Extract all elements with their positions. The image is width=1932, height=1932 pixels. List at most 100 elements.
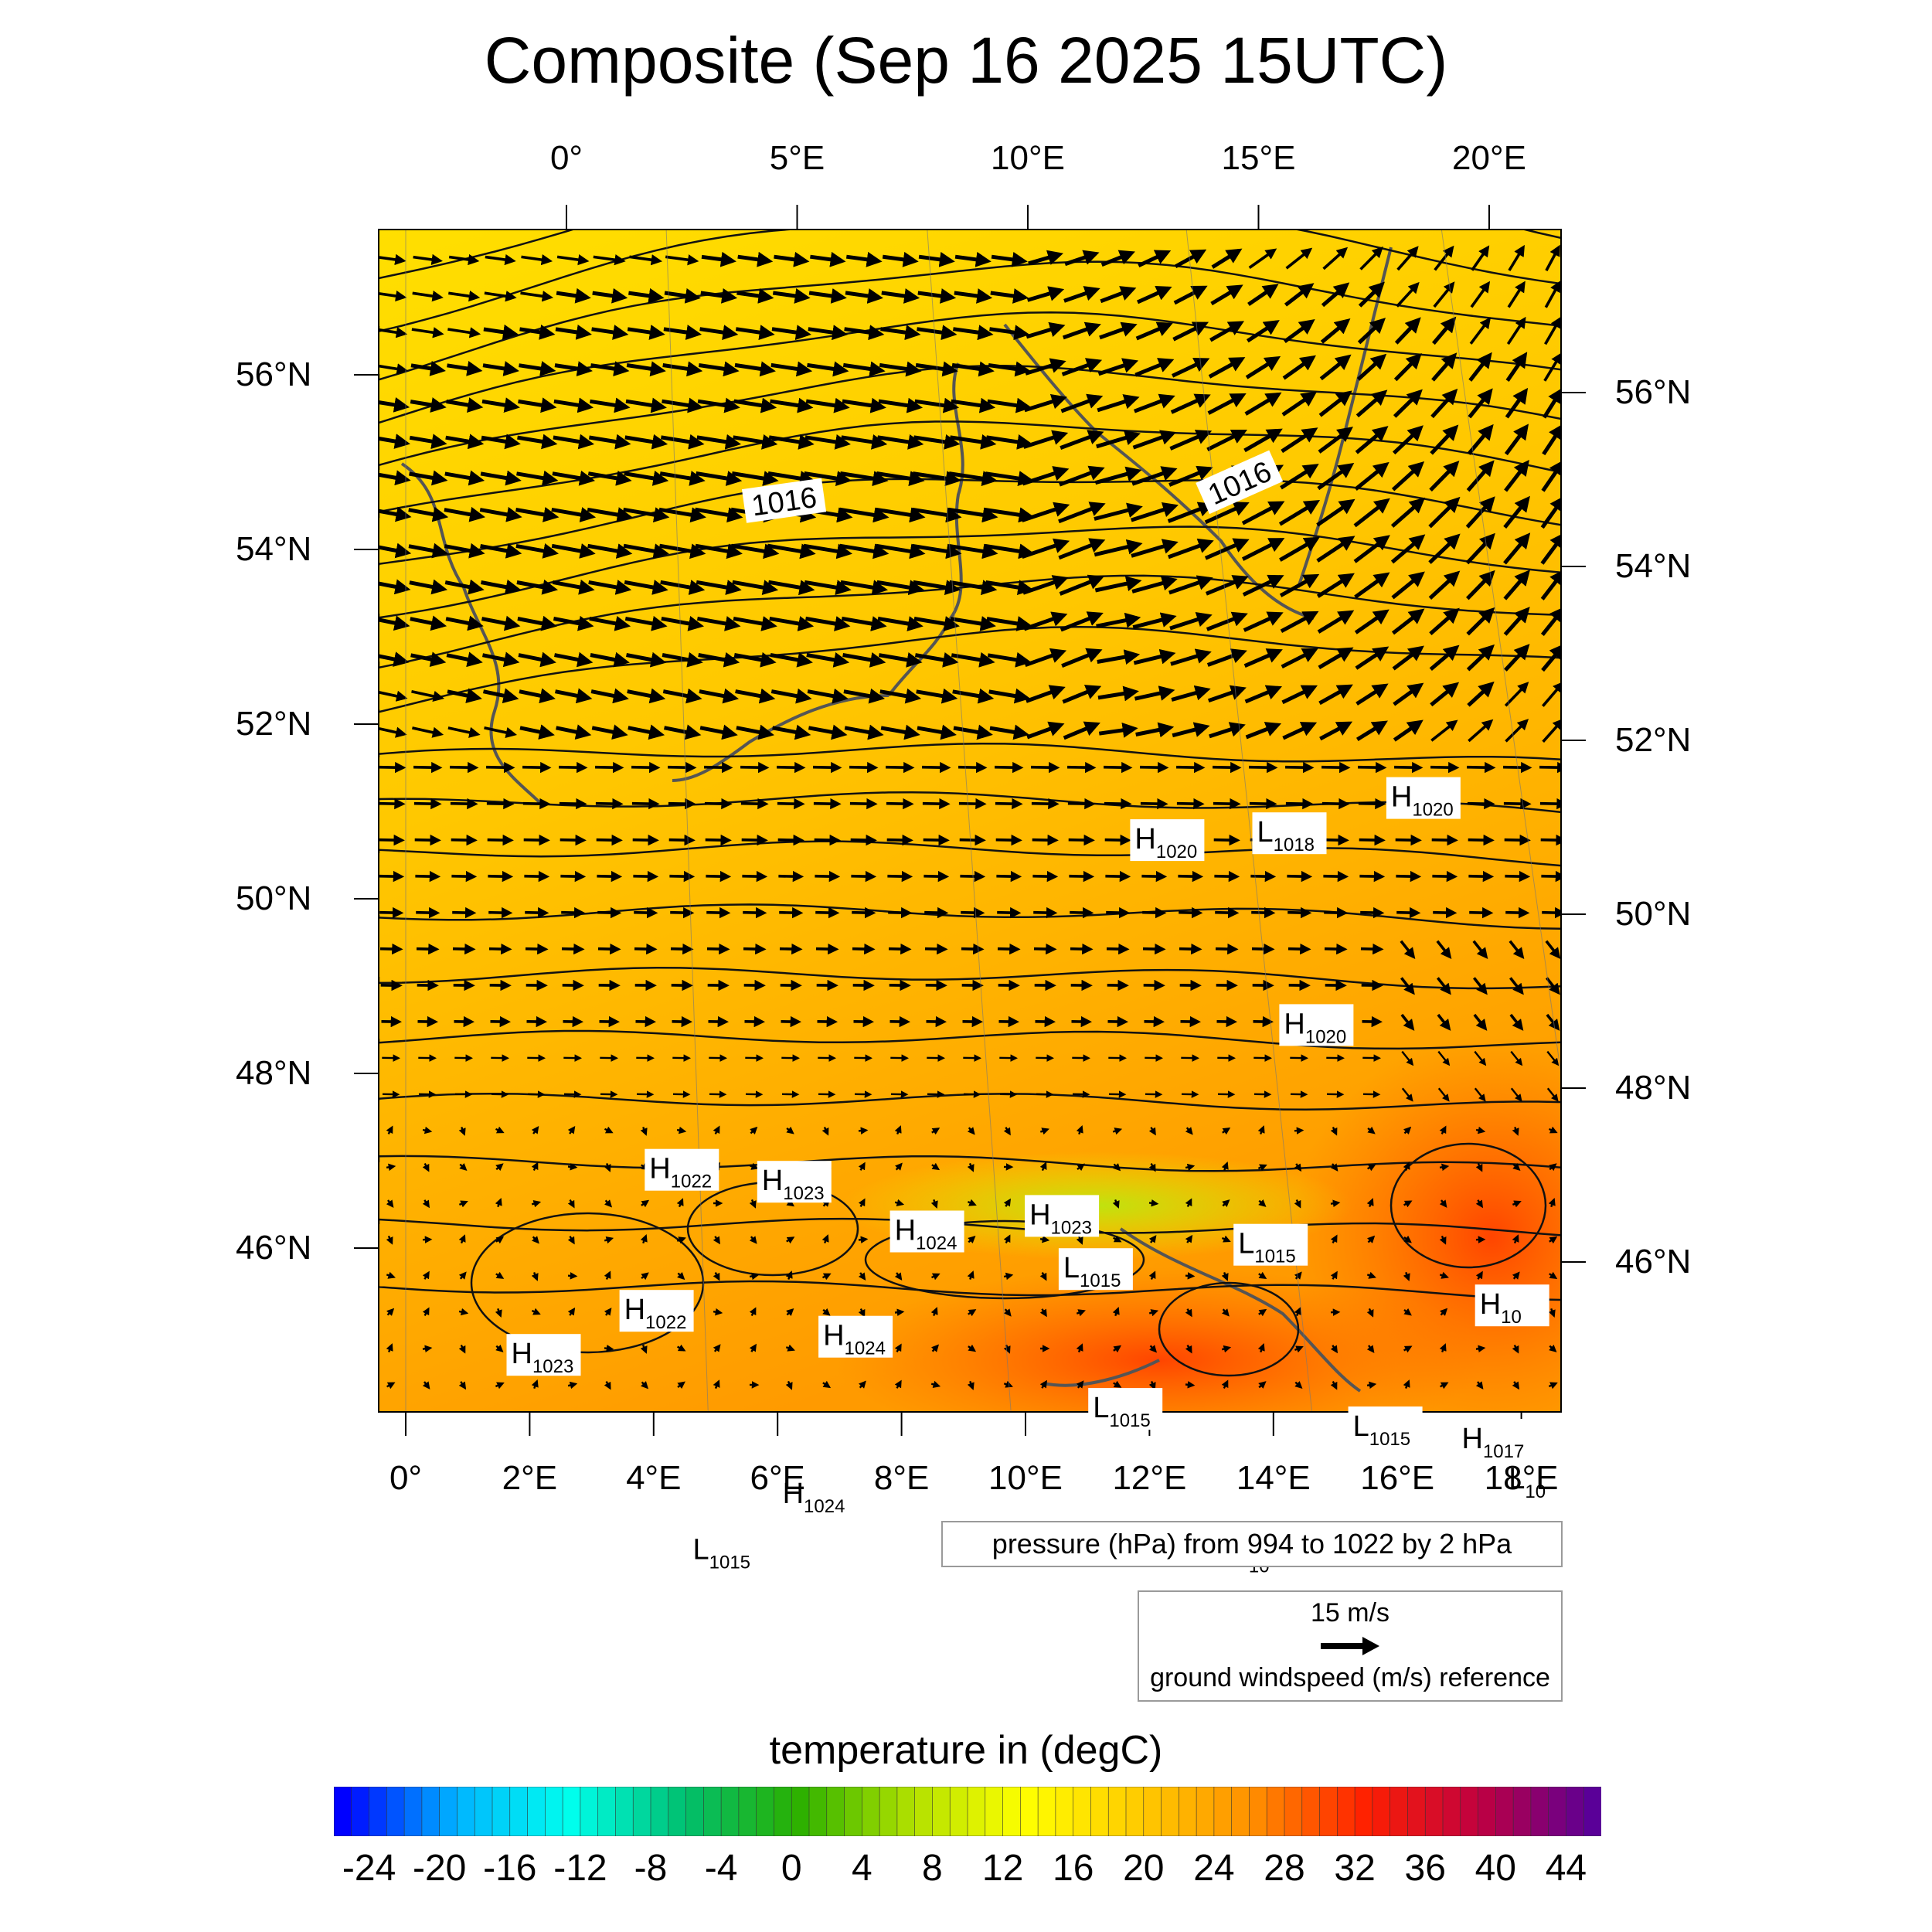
wind-arrow bbox=[1142, 943, 1166, 955]
wind-arrow bbox=[604, 1344, 614, 1352]
wind-arrow bbox=[954, 288, 993, 304]
wind-arrow bbox=[1185, 1272, 1196, 1280]
wind-arrow bbox=[640, 1126, 648, 1136]
colorbar-tick-label: 4 bbox=[851, 1848, 872, 1889]
wind-arrow bbox=[1321, 761, 1351, 774]
wind-arrow bbox=[988, 361, 1031, 377]
wind-arrow bbox=[1211, 248, 1243, 269]
wind-arrow bbox=[1285, 761, 1315, 774]
wind-arrow bbox=[1208, 357, 1246, 379]
wind-arrow bbox=[894, 1125, 902, 1135]
wind-arrow bbox=[1205, 575, 1249, 596]
wind-arrow bbox=[1281, 391, 1318, 417]
colorbar-cell bbox=[1125, 1787, 1145, 1836]
wind-arrow bbox=[1504, 834, 1531, 846]
wind-arrow bbox=[1063, 286, 1100, 303]
wind-arrow bbox=[1354, 609, 1389, 634]
wind-arrow bbox=[934, 1418, 937, 1425]
colorbar-cell bbox=[615, 1787, 634, 1836]
wind-arrow bbox=[997, 943, 1021, 955]
wind-arrow bbox=[624, 471, 669, 486]
wind-arrow bbox=[985, 580, 1034, 596]
wind-arrow bbox=[1068, 834, 1095, 846]
wind-arrow bbox=[567, 1381, 578, 1389]
wind-arrow bbox=[699, 325, 739, 341]
wind-arrow bbox=[422, 1199, 430, 1209]
wind-arrow bbox=[482, 361, 519, 376]
colorbar-cell bbox=[791, 1787, 810, 1836]
wind-arrow bbox=[931, 1162, 940, 1171]
wind-arrow bbox=[1033, 943, 1057, 955]
wind-arrow bbox=[950, 434, 997, 450]
low-pressure-center: L1015 bbox=[1088, 1388, 1163, 1431]
wind-arrow bbox=[1466, 570, 1495, 600]
wind-arrow bbox=[1393, 389, 1423, 418]
wind-arrow bbox=[446, 397, 484, 413]
wind-arrow bbox=[1026, 321, 1066, 339]
colorbar-tick-label: 28 bbox=[1264, 1848, 1305, 1889]
wind-arrow bbox=[480, 543, 522, 559]
wind-arrow bbox=[1469, 317, 1492, 345]
wind-arrow bbox=[886, 834, 913, 846]
wind-arrow bbox=[1355, 389, 1388, 418]
wind-arrow bbox=[914, 397, 960, 413]
wind-arrow bbox=[415, 870, 441, 883]
wind-arrow bbox=[695, 507, 743, 523]
wind-arrow bbox=[984, 507, 1035, 523]
wind-arrow bbox=[1360, 943, 1384, 955]
wind-arrow bbox=[1548, 1308, 1556, 1318]
wind-arrow bbox=[1475, 1162, 1483, 1172]
wind-arrow bbox=[488, 943, 512, 955]
wind-arrow bbox=[1168, 465, 1213, 487]
wind-arrow bbox=[713, 1420, 720, 1422]
wind-arrow bbox=[1504, 460, 1529, 492]
wind-arrow bbox=[669, 870, 696, 883]
colorbar-cell bbox=[509, 1787, 529, 1836]
wind-arrow bbox=[662, 397, 704, 413]
wind-arrow bbox=[1022, 430, 1069, 449]
wind-arrow bbox=[845, 288, 883, 304]
wind-arrow bbox=[604, 1381, 611, 1390]
colorbar-cell bbox=[774, 1787, 793, 1836]
wind-arrow bbox=[1112, 1128, 1123, 1135]
wind-arrow bbox=[676, 1126, 687, 1134]
wind-arrow bbox=[1135, 722, 1175, 738]
colorbar-cell bbox=[1495, 1787, 1514, 1836]
wind-arrow bbox=[989, 724, 1029, 740]
wind-arrow bbox=[1367, 1164, 1376, 1172]
wind-arrow bbox=[604, 1199, 613, 1208]
wind-arrow bbox=[1475, 1345, 1486, 1353]
wind-arrow bbox=[1187, 1418, 1192, 1424]
wind-arrow bbox=[930, 1344, 940, 1352]
wind-arrow bbox=[930, 1307, 938, 1317]
wind-arrow bbox=[1431, 316, 1457, 345]
wind-arrow bbox=[1279, 536, 1321, 562]
wind-arrow bbox=[379, 943, 403, 955]
wind-arrow bbox=[841, 434, 888, 450]
wind-arrow bbox=[1543, 352, 1561, 382]
wind-arrow bbox=[1436, 940, 1452, 960]
wind-arrow bbox=[1541, 459, 1561, 492]
wind-arrow bbox=[749, 1199, 757, 1209]
wind-arrow bbox=[1043, 1418, 1046, 1425]
wind-arrow bbox=[587, 543, 633, 559]
wind-arrow bbox=[731, 471, 779, 486]
wind-arrow bbox=[1354, 461, 1389, 491]
wind-arrow bbox=[379, 651, 410, 667]
pressure-center-value: 1015 bbox=[1080, 1270, 1121, 1291]
wind-arrow bbox=[1551, 1417, 1554, 1424]
wind-arrow bbox=[749, 1343, 757, 1352]
wind-arrow bbox=[1465, 532, 1495, 565]
wind-arrow bbox=[1213, 834, 1240, 846]
wind-arrow bbox=[1330, 1199, 1341, 1208]
wind-arrow bbox=[1242, 574, 1284, 597]
wind-arrow bbox=[1356, 353, 1387, 381]
high-pressure-center: H1024 bbox=[889, 1210, 964, 1254]
wind-arrow bbox=[1366, 1308, 1374, 1318]
wind-arrow bbox=[770, 688, 812, 704]
wind-arrow bbox=[1094, 576, 1142, 593]
wind-arrow bbox=[1355, 720, 1388, 742]
wind-arrow bbox=[777, 834, 804, 846]
colorbar-tick-label: -4 bbox=[704, 1848, 738, 1889]
wind-arrow bbox=[1400, 1013, 1415, 1031]
